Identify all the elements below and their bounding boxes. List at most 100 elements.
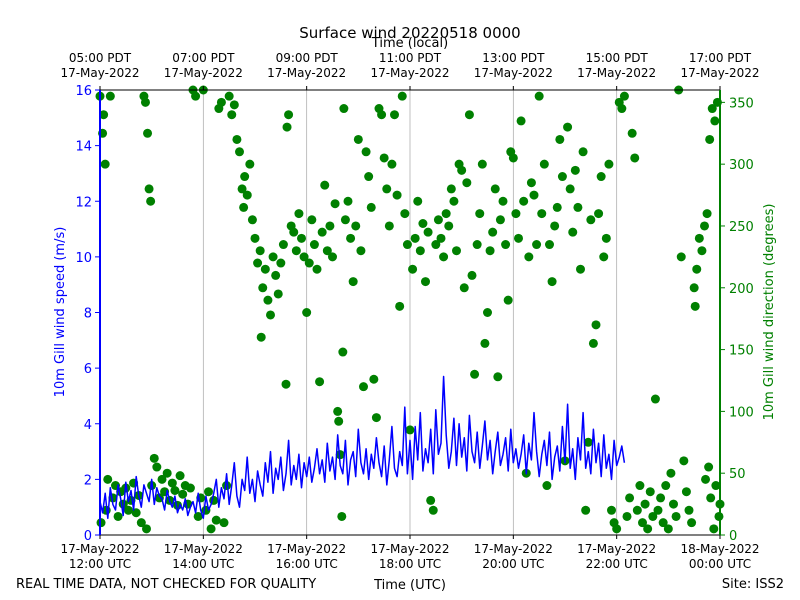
direction-point bbox=[307, 215, 317, 225]
direction-point bbox=[99, 110, 109, 120]
direction-point bbox=[348, 277, 358, 287]
direction-point bbox=[322, 246, 332, 256]
direction-point bbox=[384, 221, 394, 231]
direction-point bbox=[557, 172, 567, 182]
direction-point bbox=[627, 128, 637, 138]
direction-point bbox=[291, 246, 301, 256]
direction-point bbox=[351, 221, 361, 231]
direction-point bbox=[268, 252, 278, 262]
direction-point bbox=[330, 199, 340, 209]
direction-point bbox=[483, 308, 492, 317]
direction-point bbox=[601, 233, 611, 243]
direction-point bbox=[390, 110, 399, 120]
direction-point bbox=[266, 310, 275, 320]
direction-point bbox=[485, 246, 495, 256]
direction-point bbox=[508, 153, 518, 163]
direction-point bbox=[364, 172, 374, 182]
direction-point bbox=[339, 104, 349, 114]
direction-point bbox=[568, 227, 578, 237]
direction-point bbox=[537, 209, 547, 219]
direction-point bbox=[369, 374, 379, 384]
direction-point bbox=[123, 505, 133, 515]
direction-point bbox=[193, 511, 203, 521]
x-tick-date: 17-May-2022 bbox=[577, 542, 656, 556]
direction-point bbox=[140, 97, 150, 107]
direction-point bbox=[377, 110, 387, 120]
direction-point bbox=[239, 202, 249, 212]
direction-point bbox=[204, 487, 213, 497]
x-tick-time: 12:00 UTC bbox=[69, 557, 131, 571]
y-tick-label: 2 bbox=[84, 473, 92, 488]
direction-point bbox=[701, 474, 711, 484]
direction-point bbox=[271, 270, 281, 280]
direction-point bbox=[219, 518, 229, 528]
direction-point bbox=[162, 468, 172, 478]
speed-line bbox=[99, 375, 626, 520]
direction-point bbox=[565, 184, 575, 194]
direction-point bbox=[573, 202, 583, 212]
direction-point bbox=[185, 483, 195, 493]
direction-point bbox=[630, 153, 640, 163]
direction-point bbox=[532, 240, 542, 250]
direction-point bbox=[229, 100, 239, 110]
direction-point bbox=[224, 91, 234, 101]
direction-point bbox=[284, 110, 294, 120]
direction-point bbox=[643, 524, 653, 534]
x-tick-time: 18:00 UTC bbox=[379, 557, 441, 571]
direction-point bbox=[711, 481, 721, 491]
direction-point bbox=[108, 493, 118, 503]
speed-series bbox=[99, 375, 626, 520]
direction-point bbox=[550, 221, 560, 231]
direction-point bbox=[333, 406, 343, 416]
direction-point bbox=[397, 91, 407, 101]
direction-point bbox=[340, 215, 350, 225]
direction-point bbox=[591, 320, 601, 330]
direction-point bbox=[570, 165, 580, 175]
direction-point bbox=[706, 493, 716, 503]
direction-point bbox=[222, 481, 232, 491]
direction-point bbox=[645, 487, 655, 497]
direction-point bbox=[704, 462, 714, 472]
direction-point bbox=[400, 209, 410, 219]
direction-point bbox=[477, 159, 487, 169]
direction-point bbox=[315, 377, 325, 387]
direction-point bbox=[707, 104, 717, 114]
quality-disclaimer: REAL TIME DATA, NOT CHECKED FOR QUALITY bbox=[16, 577, 316, 592]
y-tick-label: 10 bbox=[75, 251, 92, 266]
direction-point bbox=[581, 505, 591, 515]
direction-point bbox=[337, 511, 347, 521]
direction-point bbox=[247, 215, 257, 225]
direction-point bbox=[441, 209, 451, 219]
direction-point bbox=[446, 184, 456, 194]
direction-point bbox=[444, 221, 454, 231]
x-tick-date: 17-May-2022 bbox=[267, 542, 346, 556]
direction-point bbox=[100, 159, 110, 169]
direction-point bbox=[709, 524, 719, 534]
direction-series bbox=[95, 85, 725, 534]
direction-point bbox=[232, 134, 242, 144]
direction-point bbox=[245, 159, 255, 169]
y2-tick-label: 350 bbox=[729, 96, 754, 111]
direction-point bbox=[545, 240, 554, 250]
top-tick-time: 11:00 PDT bbox=[379, 51, 442, 65]
direction-point bbox=[640, 499, 650, 509]
direction-point bbox=[325, 221, 335, 231]
direction-point bbox=[294, 209, 304, 219]
direction-point bbox=[149, 453, 159, 463]
left-axis-ticks: 0 2 4 6 8 10 12 14 16 bbox=[75, 84, 100, 544]
x-tick-date: 17-May-2022 bbox=[164, 542, 243, 556]
direction-point bbox=[328, 252, 337, 262]
y-tick-label: 4 bbox=[84, 418, 92, 433]
direction-point bbox=[273, 289, 283, 299]
x-tick-date: 17-May-2022 bbox=[474, 542, 553, 556]
direction-point bbox=[402, 240, 412, 250]
direction-point bbox=[697, 246, 707, 256]
direction-point bbox=[457, 165, 467, 175]
x-tick-time: 20:00 UTC bbox=[482, 557, 544, 571]
direction-point bbox=[143, 128, 153, 138]
direction-point bbox=[256, 332, 266, 342]
top-tick-time: 05:00 PDT bbox=[69, 51, 132, 65]
top-tick-time: 17:00 PDT bbox=[689, 51, 752, 65]
direction-point bbox=[700, 221, 709, 231]
